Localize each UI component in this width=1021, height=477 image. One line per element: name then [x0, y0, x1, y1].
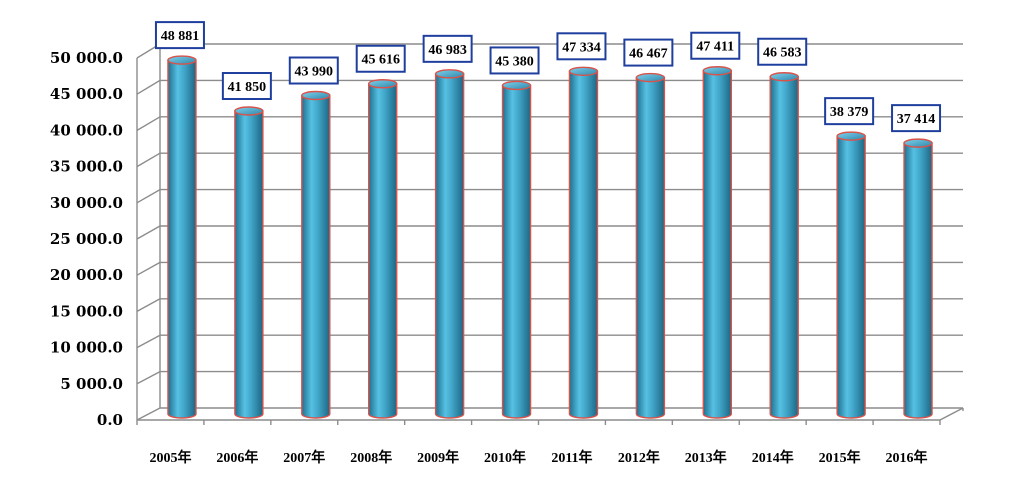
- data-label: 45 616: [361, 53, 400, 68]
- bar-cap: [568, 66, 599, 77]
- bar: [568, 70, 599, 419]
- x-tick-label: 2015年: [819, 449, 861, 466]
- bar-cap: [501, 80, 532, 91]
- y-tick-label: 40 000.0: [50, 121, 123, 139]
- bar-cap: [836, 131, 866, 141]
- y-tick-label: 15 000.0: [50, 302, 123, 320]
- gridline-depth: [136, 116, 161, 132]
- gridline-depth: [136, 152, 161, 168]
- x-tick-label: 2009年: [417, 449, 459, 466]
- bar: [702, 70, 732, 419]
- bar: [301, 94, 331, 419]
- y-tick-label: 5 000.0: [60, 375, 123, 393]
- y-axis-ticks: 0.0 5 000.0 10 000.0 15 000.0 20 000.0 25 000…: [50, 49, 123, 429]
- x-tick-label: 2012年: [618, 449, 660, 466]
- data-label: 45 380: [495, 54, 534, 69]
- gridline-depth: [136, 79, 161, 95]
- bar-cap: [769, 72, 799, 82]
- gridline-depth: [136, 407, 161, 421]
- data-label-box: [690, 31, 741, 60]
- gridline-depth: [136, 188, 161, 204]
- bar-cap: [167, 55, 197, 65]
- x-tick-label: 2016年: [886, 449, 928, 466]
- x-tick-label: 2007年: [283, 449, 325, 466]
- data-label: 46 583: [763, 46, 802, 61]
- bar: [234, 110, 264, 419]
- x-tick-label: 2010年: [484, 449, 526, 466]
- gridline-depth: [136, 298, 161, 313]
- data-label-box: [288, 56, 339, 85]
- bar: [769, 76, 799, 419]
- x-tick-label: 2008年: [350, 449, 392, 466]
- data-label: 46 467: [629, 47, 668, 62]
- gridline-depth: [136, 370, 161, 385]
- y-tick-label: 25 000.0: [50, 230, 123, 248]
- gridline-depth: [136, 261, 161, 276]
- x-tick-label: 2014年: [752, 449, 794, 466]
- data-label-box: [489, 46, 540, 75]
- data-label: 46 983: [428, 43, 467, 58]
- data-label-box: [824, 97, 875, 126]
- bar-cap: [434, 69, 465, 79]
- y-tick-label: 35 000.0: [50, 158, 123, 176]
- y-tick-label: 30 000.0: [50, 194, 123, 212]
- x-tick-label: 2006年: [216, 449, 258, 466]
- gridline-depth: [136, 225, 161, 240]
- data-label-box: [355, 44, 406, 73]
- data-label: 47 411: [696, 40, 734, 55]
- y-tick-label: 45 000.0: [50, 85, 123, 103]
- data-label-box: [422, 34, 473, 63]
- x-tick-label: 2011年: [551, 449, 592, 466]
- bar: [501, 84, 532, 419]
- data-label: 47 334: [562, 40, 601, 55]
- data-label: 48 881: [161, 29, 200, 44]
- y-tick-label: 20 000.0: [50, 266, 123, 284]
- bar: [836, 135, 866, 419]
- bar: [167, 59, 197, 419]
- bar-cap: [368, 79, 398, 89]
- data-label: 43 990: [295, 65, 334, 80]
- data-label-box: [891, 104, 942, 133]
- gridline-depth: [136, 334, 161, 349]
- bar: [368, 83, 398, 419]
- bar-cap: [702, 66, 732, 76]
- data-label-box: [221, 72, 272, 101]
- bar: [903, 142, 933, 419]
- data-label: 38 379: [830, 105, 869, 120]
- y-tick-label: 10 000.0: [50, 339, 123, 357]
- data-label-box: [623, 38, 674, 67]
- data-label: 37 414: [897, 112, 936, 127]
- data-label-box: [757, 37, 808, 66]
- y-tick-label: 50 000.0: [50, 49, 123, 67]
- bar-cap: [635, 72, 666, 83]
- bar: [635, 76, 666, 419]
- bar-cap: [234, 106, 264, 116]
- plot-frame: [136, 44, 964, 425]
- data-labels-layer: 48 881 41 850 43 990 45 616 46 983 45 380 47 3…: [154, 21, 942, 133]
- data-label-box: [556, 32, 607, 61]
- data-label-box: [154, 21, 205, 50]
- x-axis-ticks: 2005年 2006年 2007年 2008年 2009年 2010年 2011年 2012年…: [149, 449, 927, 466]
- bar: [434, 73, 465, 419]
- y-tick-label: 0.0: [97, 411, 123, 429]
- data-label: 41 850: [228, 80, 267, 95]
- bars-layer: [167, 55, 933, 419]
- bar-cap: [903, 138, 933, 148]
- bar-cap: [301, 90, 331, 101]
- x-tick-label: 2013年: [685, 449, 727, 466]
- x-tick-label: 2005年: [149, 449, 191, 466]
